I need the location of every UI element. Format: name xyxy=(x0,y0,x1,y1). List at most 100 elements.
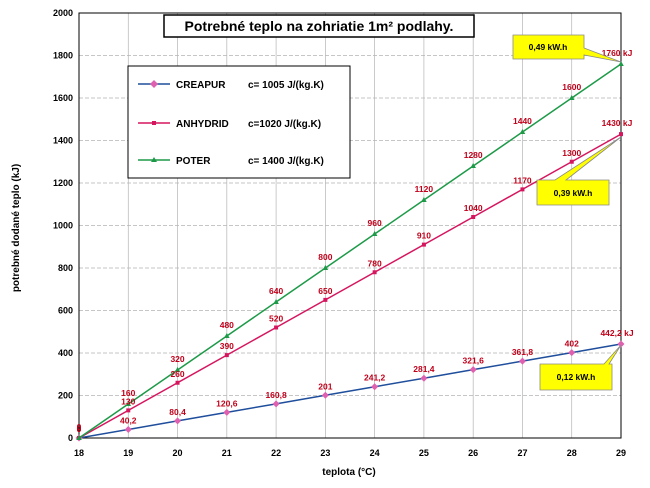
x-tick-label: 24 xyxy=(370,448,380,458)
data-point-poter xyxy=(421,197,427,202)
y-tick-label: 1600 xyxy=(53,93,73,103)
x-tick-label: 26 xyxy=(468,448,478,458)
data-point-poter xyxy=(76,435,82,440)
y-tick-label: 2000 xyxy=(53,8,73,18)
data-point-creapur xyxy=(420,374,428,382)
callout-anhydrid-text: 0,39 kW.h xyxy=(554,188,593,198)
data-point-creapur xyxy=(371,383,379,391)
legend-item-creapur: CREAPUR c= 1005 J/(kg.K) xyxy=(138,80,324,91)
data-label-poter: 800 xyxy=(318,252,332,262)
x-tick-label: 18 xyxy=(74,448,84,458)
data-point-poter xyxy=(371,231,378,236)
data-label-creapur: 281,4 xyxy=(413,364,435,374)
data-point-poter xyxy=(470,163,476,168)
data-label-creapur: 80,4 xyxy=(169,407,186,417)
y-tick-label: 800 xyxy=(58,263,73,273)
callout-poter-shape xyxy=(512,34,622,63)
callout-poter-text: 0,49 kW.h xyxy=(529,42,568,52)
data-point-poter xyxy=(618,61,624,66)
data-label-creapur: 442,2 kJ xyxy=(600,328,633,338)
data-label-anhydrid: 0 xyxy=(77,424,82,434)
series-line-creapur xyxy=(78,343,622,439)
x-tick-label: 27 xyxy=(517,448,527,458)
data-point-anhydrid xyxy=(569,159,574,164)
data-label-creapur: 160,8 xyxy=(265,390,287,400)
data-label-poter: 1760 kJ xyxy=(602,48,633,58)
data-point-creapur xyxy=(223,408,231,416)
data-label-creapur: 40,2 xyxy=(120,415,137,425)
data-point-anhydrid xyxy=(471,215,476,219)
x-tick-label: 19 xyxy=(123,448,133,458)
data-label-anhydrid: 780 xyxy=(368,258,382,268)
data-label-poter: 1280 xyxy=(464,150,483,160)
y-tick-label: 200 xyxy=(58,391,73,401)
x-tick-label: 20 xyxy=(173,448,183,458)
callout-creapur: 0,12 kW.h xyxy=(539,344,622,391)
callout-anhydrid-shape xyxy=(536,136,622,206)
data-label-anhydrid: 1040 xyxy=(464,203,483,213)
data-label-poter: 1440 xyxy=(513,116,532,126)
data-point-anhydrid xyxy=(274,325,279,330)
data-point-poter xyxy=(174,367,181,372)
data-label-creapur: 241,2 xyxy=(364,373,386,383)
data-label-poter: 640 xyxy=(269,286,283,296)
data-label-anhydrid: 1430 kJ xyxy=(602,118,633,128)
data-label-anhydrid: 260 xyxy=(170,369,184,379)
callout-anhydrid: 0,39 kW.h xyxy=(536,136,622,206)
data-point-anhydrid xyxy=(323,297,328,302)
chart-title-frame xyxy=(163,14,475,38)
series-line-anhydrid xyxy=(78,133,622,439)
data-label-anhydrid: 130 xyxy=(121,396,135,406)
data-point-anhydrid xyxy=(175,380,180,385)
callout-poter: 0,49 kW.h xyxy=(512,34,622,63)
legend-marker-anhydrid xyxy=(152,121,156,125)
legend-item-poter: POTER c= 1400 J/(kg.K) xyxy=(138,156,324,167)
legend-label-poter: POTER xyxy=(176,156,211,167)
data-label-poter: 1600 xyxy=(562,82,581,92)
data-label-anhydrid: 650 xyxy=(318,286,332,296)
legend-item-anhydrid: ANHYDRID c=1020 J/(kg.K) xyxy=(138,119,321,130)
x-tick-label: 22 xyxy=(271,448,281,458)
x-axis-title: teplota (°C) xyxy=(322,467,375,478)
y-tick-label: 1400 xyxy=(53,136,73,146)
legend-value-anhydrid: c=1020 J/(kg.K) xyxy=(248,119,321,130)
data-point-anhydrid xyxy=(520,187,525,192)
data-point-creapur xyxy=(469,366,477,374)
data-label-creapur: 361,8 xyxy=(512,347,534,357)
x-tick-label: 21 xyxy=(222,448,232,458)
y-tick-label: 600 xyxy=(58,306,73,316)
legend-marker-poter xyxy=(151,157,157,162)
data-label-poter: 320 xyxy=(170,354,184,364)
data-label-poter: 0 xyxy=(77,422,82,432)
data-point-anhydrid xyxy=(619,132,623,137)
data-label-anhydrid: 390 xyxy=(220,341,234,351)
legend-label-anhydrid: ANHYDRID xyxy=(176,119,229,130)
data-point-poter xyxy=(568,95,575,100)
data-label-anhydrid: 910 xyxy=(417,231,431,241)
data-point-creapur xyxy=(568,349,576,357)
data-label-poter: 960 xyxy=(368,218,382,228)
y-axis-title: potrebné dodané teplo (kJ) xyxy=(11,164,22,292)
data-label-creapur: 402 xyxy=(565,339,579,349)
data-point-anhydrid xyxy=(421,242,426,247)
data-point-poter xyxy=(125,401,132,406)
data-label-creapur: 120,6 xyxy=(216,398,238,408)
data-point-creapur xyxy=(272,400,280,408)
legend-label-creapur: CREAPUR xyxy=(176,80,226,91)
chart-title: Potrebné teplo na zohriatie 1m² podlahy. xyxy=(185,18,454,34)
data-label-creapur: 0 xyxy=(77,424,82,434)
data-label-creapur: 321,6 xyxy=(463,356,485,366)
y-tick-label: 1800 xyxy=(53,51,73,61)
series-line-poter xyxy=(78,63,622,439)
x-tick-label: 28 xyxy=(567,448,577,458)
data-labels: 0 40,2 80,4 120,6 160,8 201 241,2 281,4 321,6 361… xyxy=(77,48,634,434)
data-label-poter: 1120 xyxy=(415,184,434,194)
data-label-poter: 160 xyxy=(121,388,135,398)
data-point-poter xyxy=(519,129,526,134)
callout-creapur-shape xyxy=(539,344,622,391)
data-point-creapur xyxy=(174,417,182,425)
data-point-anhydrid xyxy=(372,270,377,275)
data-point-anhydrid xyxy=(224,353,229,358)
